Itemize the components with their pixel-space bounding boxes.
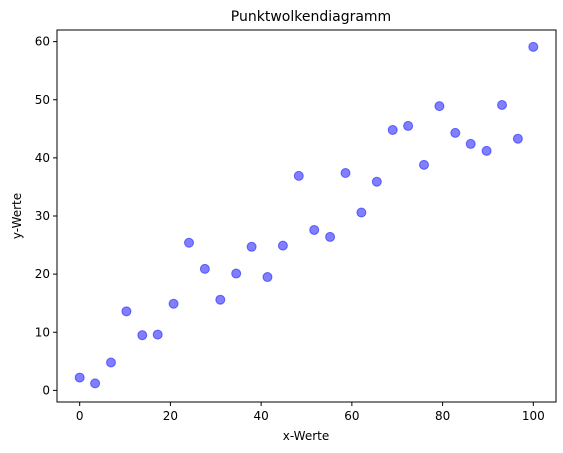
- scatter-point: [528, 41, 539, 52]
- scatter-point: [434, 101, 445, 112]
- x-tick-label: 80: [435, 409, 450, 423]
- scatter-point: [152, 329, 163, 340]
- y-axis-label: y-Werte: [10, 193, 24, 239]
- scatter-point: [215, 294, 226, 305]
- scatter-point: [277, 240, 288, 251]
- scatter-point: [371, 176, 382, 187]
- y-tick-label: 0: [42, 383, 50, 397]
- scatter-point: [246, 241, 257, 252]
- scatter-point: [450, 127, 461, 138]
- scatter-point: [403, 120, 414, 131]
- x-tick-label: 20: [163, 409, 178, 423]
- x-axis-label: x-Werte: [283, 429, 330, 443]
- plot-frame: [56, 29, 557, 403]
- y-tick-label: 30: [35, 209, 50, 223]
- scatter-point: [74, 372, 85, 383]
- scatter-point: [121, 306, 132, 317]
- x-tick-label: 60: [344, 409, 359, 423]
- scatter-point: [512, 133, 523, 144]
- scatter-point: [340, 167, 351, 178]
- y-tick-label: 40: [35, 151, 50, 165]
- y-tick-label: 10: [35, 325, 50, 339]
- scatter-point: [105, 357, 116, 368]
- scatter-point: [231, 268, 242, 279]
- y-tick-label: 20: [35, 267, 50, 281]
- scatter-point: [184, 237, 195, 248]
- x-tick-label: 100: [522, 409, 545, 423]
- y-tick-label: 60: [35, 35, 50, 49]
- scatter-point: [309, 224, 320, 235]
- points-layer: [74, 41, 539, 389]
- y-tick-label: 50: [35, 93, 50, 107]
- ticks-layer: 0 20 40 60 80 100 0 10 20 30 40 50 60: [35, 35, 545, 423]
- scatter-point: [90, 378, 101, 389]
- scatter-point: [137, 330, 148, 341]
- chart-title: Punktwolkendiagramm: [231, 9, 391, 25]
- scatter-point: [325, 231, 336, 242]
- scatter-point: [465, 138, 476, 149]
- scatter-point: [168, 298, 179, 309]
- scatter-point: [387, 124, 398, 135]
- scatter-point: [481, 145, 492, 156]
- scatter-point: [356, 207, 367, 218]
- scatter-point: [199, 263, 210, 274]
- scatter-point: [262, 272, 273, 283]
- x-tick-label: 40: [253, 409, 268, 423]
- scatter-point: [293, 170, 304, 181]
- x-tick-label: 0: [76, 409, 84, 423]
- scatter-point: [418, 159, 429, 170]
- scatter-point: [497, 99, 508, 110]
